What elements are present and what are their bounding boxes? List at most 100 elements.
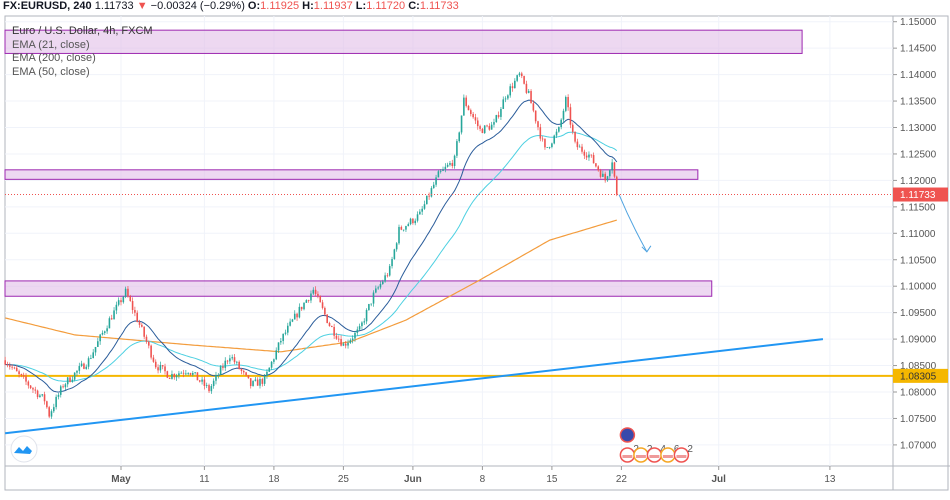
candle-body <box>370 303 372 305</box>
candle-body <box>426 195 428 205</box>
candle <box>500 107 502 121</box>
candle <box>22 372 25 379</box>
candle <box>134 306 136 317</box>
candle-body <box>599 170 602 177</box>
low-label: L: <box>355 0 367 12</box>
candle <box>546 147 549 148</box>
candle-body <box>319 295 322 303</box>
candle <box>449 160 451 167</box>
candle <box>270 361 273 370</box>
candle-body <box>32 388 34 390</box>
candle-body <box>537 121 539 128</box>
candle <box>585 152 588 160</box>
candle <box>349 338 352 344</box>
candle-body <box>419 211 421 215</box>
symbol-name[interactable]: FX:EURUSD, 240 <box>3 0 92 12</box>
support-price-label-bg <box>893 368 948 383</box>
candle-body <box>73 372 76 380</box>
candle <box>474 113 477 124</box>
candle <box>293 310 296 320</box>
candle-body <box>194 372 196 374</box>
candle-body <box>458 132 461 142</box>
candle-body <box>180 372 183 374</box>
legend-ema50[interactable]: EMA (50, close) <box>12 65 90 78</box>
candle-body <box>138 321 141 325</box>
candle-body <box>567 97 569 108</box>
candle-body <box>25 376 27 382</box>
candle-body <box>48 407 50 417</box>
candle-body <box>597 166 600 171</box>
candle <box>124 286 127 299</box>
candle-body <box>523 76 525 84</box>
candle-body <box>226 360 229 362</box>
candle <box>48 405 50 419</box>
candle-body <box>613 162 616 177</box>
candle <box>205 382 208 389</box>
candle <box>453 154 456 169</box>
candle-body <box>534 110 537 122</box>
ema50-line <box>5 131 618 382</box>
candle <box>131 297 134 314</box>
price-tick-label: 1.09000 <box>900 335 937 346</box>
candle <box>488 123 491 131</box>
candle <box>198 379 201 383</box>
candle <box>388 263 391 277</box>
open-label: O: <box>247 0 261 12</box>
candle-body <box>217 374 220 376</box>
candle-body <box>293 313 296 320</box>
candle-body <box>553 135 556 144</box>
candle <box>597 165 600 172</box>
candle-body <box>101 332 104 335</box>
candle <box>465 95 467 108</box>
candle <box>150 344 152 360</box>
candle <box>432 181 435 189</box>
candle-body <box>171 373 173 379</box>
candle <box>398 224 400 245</box>
low-value: 1.11720 <box>366 0 406 12</box>
candle <box>426 195 428 205</box>
candle-body <box>500 108 502 117</box>
candle <box>520 71 523 79</box>
candle <box>201 376 203 385</box>
candle <box>192 370 194 377</box>
candle <box>370 303 372 307</box>
candle <box>46 400 48 409</box>
legend-ema21[interactable]: EMA (21, close) <box>12 38 90 51</box>
candle <box>430 186 433 198</box>
arrow-head-icon <box>641 245 652 253</box>
resistance-zone <box>4 280 713 297</box>
candle <box>442 166 444 172</box>
candle-body <box>55 396 57 408</box>
candle-body <box>201 379 203 382</box>
candle <box>138 319 141 328</box>
candle-body <box>161 365 164 367</box>
candle <box>25 373 27 385</box>
ema21-line <box>5 99 618 393</box>
candle <box>495 114 498 123</box>
time-tick-label: 13 <box>824 474 836 485</box>
candle-body <box>4 360 6 365</box>
candle <box>284 329 287 336</box>
candle-body <box>50 411 53 417</box>
candle-body <box>261 378 264 384</box>
last-price-label-bg <box>893 187 948 202</box>
candle-body <box>421 208 423 212</box>
candle <box>340 335 342 347</box>
candle <box>59 384 62 398</box>
candle <box>472 112 474 119</box>
candle <box>108 316 111 329</box>
candle-body <box>486 125 488 127</box>
candle-body <box>414 220 417 224</box>
candle-body <box>405 226 407 230</box>
candle <box>71 375 74 383</box>
candle-body <box>611 162 613 171</box>
candle <box>381 279 384 285</box>
candle-body <box>71 379 74 382</box>
candle <box>182 369 185 378</box>
legend-ema200[interactable]: EMA (200, close) <box>12 52 96 64</box>
candle <box>78 362 81 375</box>
candle <box>50 409 53 419</box>
candle-body <box>493 122 495 125</box>
candle-body <box>442 169 444 171</box>
